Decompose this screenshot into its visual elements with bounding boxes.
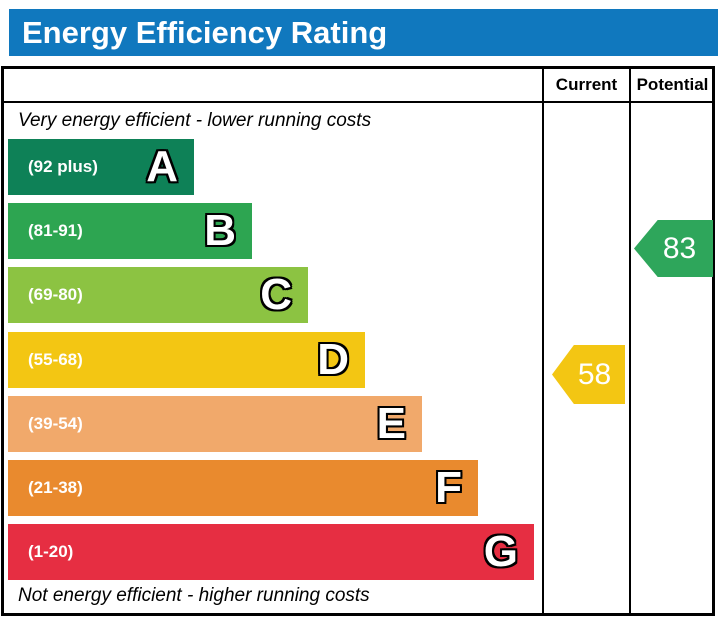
band-row-b: (81-91) B [8, 203, 252, 259]
header-row-divider [4, 101, 714, 103]
band-row-e: (39-54) E [8, 396, 422, 452]
current-column-divider [542, 69, 544, 613]
band-row-g: (1-20) G [8, 524, 534, 580]
band-letter: E [376, 399, 406, 448]
band-letter: F [435, 463, 462, 512]
band-range-label: (39-54) [28, 414, 83, 433]
band-row-d: (55-68) D [8, 332, 365, 388]
page-title: Energy Efficiency Rating [22, 14, 388, 50]
band-range-label: (55-68) [28, 350, 83, 369]
title-bar: Energy Efficiency Rating [9, 9, 718, 56]
band-range-label: (21-38) [28, 478, 83, 497]
band-range-label: (81-91) [28, 221, 83, 240]
band-letter: A [146, 142, 178, 191]
band-row-a: (92 plus) A [8, 139, 194, 195]
potential-rating-value: 83 [662, 231, 697, 265]
band-range-label: (69-80) [28, 285, 83, 304]
current-column-header: Current [555, 74, 618, 94]
band-letter: B [204, 206, 236, 255]
band-letter: D [317, 335, 349, 384]
potential-column-header: Potential [636, 74, 709, 94]
top-note: Very energy efficient - lower running co… [18, 110, 372, 131]
band-letter: C [260, 270, 292, 319]
band-range-label: (1-20) [28, 542, 74, 561]
band-range-label: (92 plus) [28, 157, 98, 176]
band-letter: G [483, 527, 518, 576]
band-row-f: (21-38) F [8, 460, 478, 516]
current-rating-value: 58 [577, 357, 612, 391]
potential-column-divider [629, 69, 631, 613]
bottom-note: Not energy efficient - higher running co… [18, 585, 370, 606]
band-row-c: (69-80) C [8, 267, 308, 323]
